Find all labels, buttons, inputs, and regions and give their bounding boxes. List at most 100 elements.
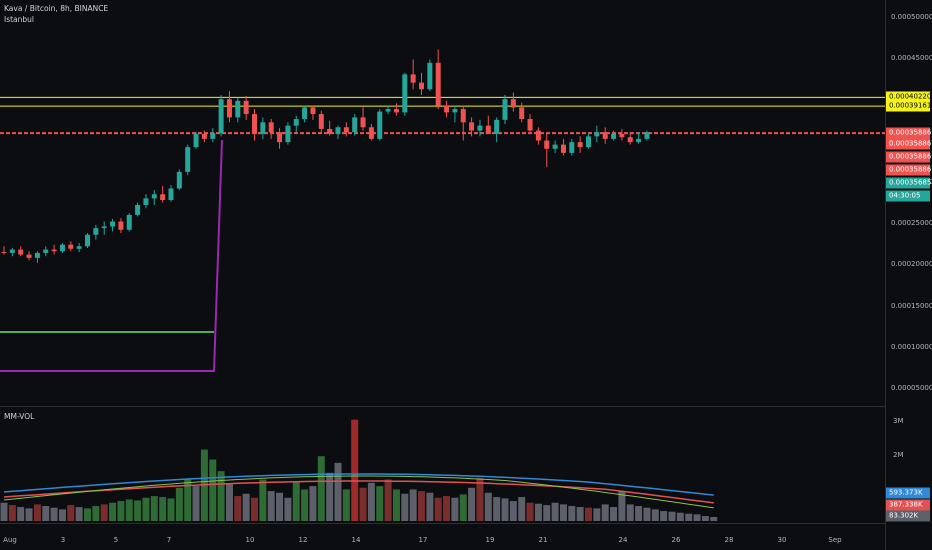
volume-bar <box>384 479 392 521</box>
volume-bar <box>42 506 50 521</box>
price-tick-label: 0.00050000 <box>891 12 932 21</box>
volume-bar <box>443 496 451 521</box>
volume-tick-label: 3M <box>893 417 904 426</box>
volume-bar <box>267 491 275 521</box>
candle-body <box>627 137 633 143</box>
volume-bar <box>326 472 334 521</box>
candle-body <box>185 147 191 172</box>
candle-body <box>218 99 224 134</box>
volume-bar <box>109 502 117 521</box>
volume-bar <box>635 506 643 521</box>
candle-body <box>18 249 24 255</box>
candle-body <box>469 122 475 131</box>
price-tick-label: 0.00010000 <box>891 343 932 352</box>
candle-body <box>101 226 107 229</box>
price-label-tag: 0.00035886 <box>886 127 931 139</box>
volume-bar <box>626 504 634 521</box>
candle-body <box>385 109 391 112</box>
candle-body <box>310 107 316 115</box>
candle-body <box>636 138 642 143</box>
volume-bar <box>484 492 492 521</box>
volume-bar <box>701 516 709 521</box>
volume-bar <box>242 493 250 521</box>
volume-bar <box>25 508 33 521</box>
volume-bar <box>58 509 66 521</box>
volume-bar <box>67 505 75 521</box>
volume-bar <box>493 497 501 521</box>
candle-body <box>619 133 625 138</box>
time-tick-label: 26 <box>671 536 681 544</box>
volume-bar <box>17 507 25 521</box>
time-tick-label: 28 <box>724 536 734 544</box>
candle-body <box>360 117 366 128</box>
volume-bar <box>75 507 83 521</box>
volume-bar <box>84 508 91 521</box>
time-tick-label: 24 <box>618 536 628 544</box>
volume-ma-blue <box>3 473 714 496</box>
candle-body <box>135 204 141 215</box>
pane-divider[interactable] <box>0 406 932 407</box>
candle-body <box>277 132 283 143</box>
price-axis[interactable] <box>885 0 932 550</box>
volume-bar <box>359 487 367 521</box>
candle-body <box>410 74 416 83</box>
candle-body <box>143 198 149 205</box>
candle-body <box>569 142 575 153</box>
volume-bar <box>125 499 133 521</box>
candle-body <box>444 105 450 113</box>
candle-body <box>76 246 82 249</box>
time-tick-label: Sep <box>828 536 842 544</box>
price-label-tag: 0.00035886 <box>886 164 931 176</box>
volume-bar <box>167 498 175 521</box>
volume-bar <box>459 494 467 521</box>
volume-bar <box>175 487 183 521</box>
candle-body <box>594 132 600 137</box>
candle-body <box>527 119 533 131</box>
volume-bar <box>159 497 167 521</box>
price-label-tag: 0.00039161 <box>886 100 931 112</box>
time-tick-label: 17 <box>418 536 428 544</box>
price-tick-label: 0.00005000 <box>891 384 932 393</box>
volume-bar <box>392 489 400 521</box>
volume-bar <box>351 419 359 521</box>
candle-body <box>519 107 525 120</box>
volume-indicator-label[interactable]: MM-VOL <box>4 412 35 421</box>
volume-bar <box>342 489 350 521</box>
time-tick-label: 7 <box>166 536 172 544</box>
bar-countdown-tag: 04:30:05 <box>886 190 930 202</box>
volume-bar <box>551 502 559 521</box>
volume-ma-red <box>3 480 714 504</box>
candle-body <box>577 142 583 148</box>
candle-body <box>460 109 466 123</box>
volume-bar <box>434 497 442 521</box>
candle-body <box>335 127 341 134</box>
candle-body <box>293 119 299 126</box>
candle-body <box>402 74 408 113</box>
volume-bar <box>651 509 659 521</box>
volume-bar <box>401 493 409 521</box>
volume-bar <box>618 491 626 521</box>
candle-body <box>268 122 274 133</box>
volume-bar <box>376 486 384 521</box>
volume-bar <box>334 462 342 521</box>
volume-bar <box>184 479 192 521</box>
time-tick-label: Aug <box>3 536 17 544</box>
time-axis-divider <box>0 523 932 524</box>
candle-body <box>176 171 182 189</box>
volume-bar <box>710 517 718 521</box>
candle-body <box>552 144 558 149</box>
volume-bar <box>568 506 576 521</box>
candle-body <box>393 109 399 113</box>
volume-bar <box>593 508 601 521</box>
volume-bar <box>217 471 225 521</box>
indicator-label[interactable]: Istanbul <box>4 15 35 24</box>
volume-bar <box>576 507 584 521</box>
candle-body <box>368 127 374 139</box>
candle-body <box>210 133 216 139</box>
candle-body <box>1 252 7 254</box>
candle-body <box>427 62 433 90</box>
volume-bar <box>426 492 434 521</box>
symbol-title[interactable]: Kava / Bitcoin, 8h, BINANCE <box>4 4 109 13</box>
